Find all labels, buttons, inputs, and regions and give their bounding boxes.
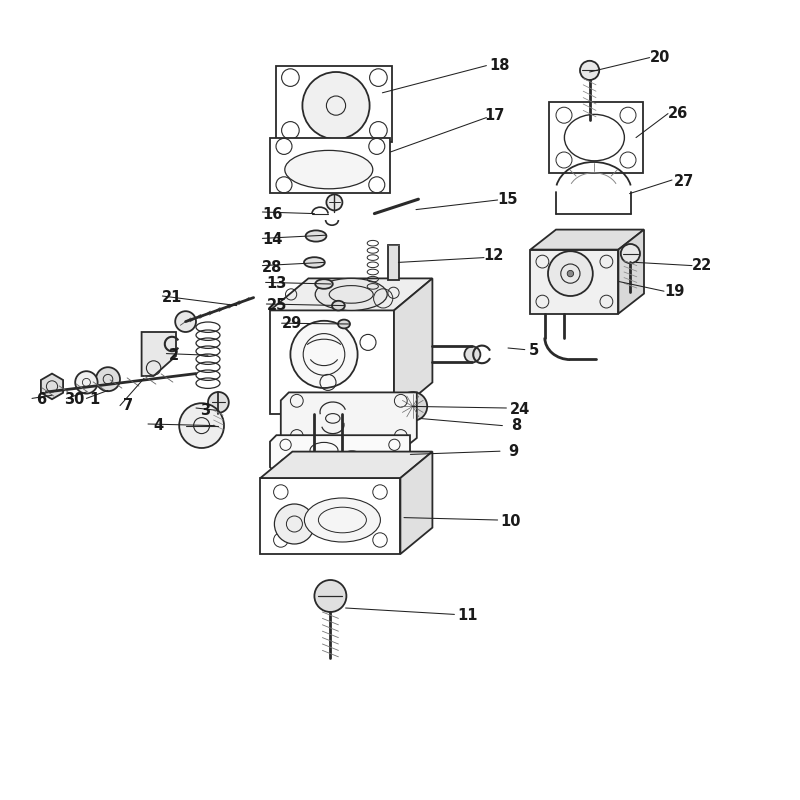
Text: 1: 1 xyxy=(90,393,99,407)
Circle shape xyxy=(175,311,196,332)
Circle shape xyxy=(290,321,358,388)
Text: 27: 27 xyxy=(674,174,694,189)
Text: 8: 8 xyxy=(511,418,521,433)
Text: 3: 3 xyxy=(201,403,210,418)
Polygon shape xyxy=(270,435,410,474)
Circle shape xyxy=(274,504,314,544)
Circle shape xyxy=(621,244,640,263)
Circle shape xyxy=(567,270,574,277)
Text: 25: 25 xyxy=(266,298,287,313)
Circle shape xyxy=(580,61,599,80)
Circle shape xyxy=(326,194,342,210)
Bar xyxy=(389,245,398,280)
Text: 14: 14 xyxy=(262,233,282,247)
Polygon shape xyxy=(277,66,392,142)
Text: 30: 30 xyxy=(64,393,85,407)
Text: 22: 22 xyxy=(692,258,713,273)
Polygon shape xyxy=(549,102,643,173)
Text: 11: 11 xyxy=(458,609,478,623)
Text: 20: 20 xyxy=(650,50,670,65)
Text: 9: 9 xyxy=(509,445,518,459)
Polygon shape xyxy=(261,478,400,554)
Circle shape xyxy=(548,251,593,296)
Text: 7: 7 xyxy=(123,398,133,413)
Text: 13: 13 xyxy=(266,277,287,291)
Polygon shape xyxy=(142,332,176,376)
Text: 24: 24 xyxy=(510,402,530,417)
Text: 4: 4 xyxy=(154,418,163,433)
Text: 10: 10 xyxy=(500,514,521,529)
Text: 18: 18 xyxy=(490,58,510,73)
Text: 19: 19 xyxy=(664,285,685,299)
Ellipse shape xyxy=(314,444,342,457)
Text: 26: 26 xyxy=(668,106,689,121)
Polygon shape xyxy=(400,451,432,554)
Ellipse shape xyxy=(338,319,350,328)
Text: 2: 2 xyxy=(170,348,179,362)
Text: 21: 21 xyxy=(162,290,182,305)
Ellipse shape xyxy=(304,257,325,267)
Ellipse shape xyxy=(464,346,481,362)
Ellipse shape xyxy=(315,278,387,310)
Polygon shape xyxy=(41,374,63,399)
Circle shape xyxy=(96,367,120,391)
Polygon shape xyxy=(270,278,432,310)
Text: 28: 28 xyxy=(262,260,282,274)
Polygon shape xyxy=(281,393,417,444)
Polygon shape xyxy=(394,278,432,414)
Text: 17: 17 xyxy=(484,109,505,123)
Ellipse shape xyxy=(565,114,624,161)
Text: 12: 12 xyxy=(483,249,504,263)
Circle shape xyxy=(398,392,427,421)
Polygon shape xyxy=(261,451,432,478)
Circle shape xyxy=(179,403,224,448)
Polygon shape xyxy=(270,310,394,414)
Circle shape xyxy=(314,580,346,612)
Ellipse shape xyxy=(332,301,345,310)
Text: 16: 16 xyxy=(262,207,282,222)
Circle shape xyxy=(75,371,98,394)
Ellipse shape xyxy=(315,279,333,289)
Circle shape xyxy=(302,72,370,139)
Text: 29: 29 xyxy=(282,317,302,331)
Polygon shape xyxy=(530,250,618,314)
Polygon shape xyxy=(530,230,644,250)
Text: 5: 5 xyxy=(530,343,539,358)
Polygon shape xyxy=(618,230,644,314)
Text: 15: 15 xyxy=(498,193,518,207)
Polygon shape xyxy=(270,138,390,193)
Ellipse shape xyxy=(285,150,373,189)
Ellipse shape xyxy=(306,230,326,242)
Circle shape xyxy=(208,392,229,413)
Ellipse shape xyxy=(304,498,381,542)
Text: 6: 6 xyxy=(37,393,46,407)
